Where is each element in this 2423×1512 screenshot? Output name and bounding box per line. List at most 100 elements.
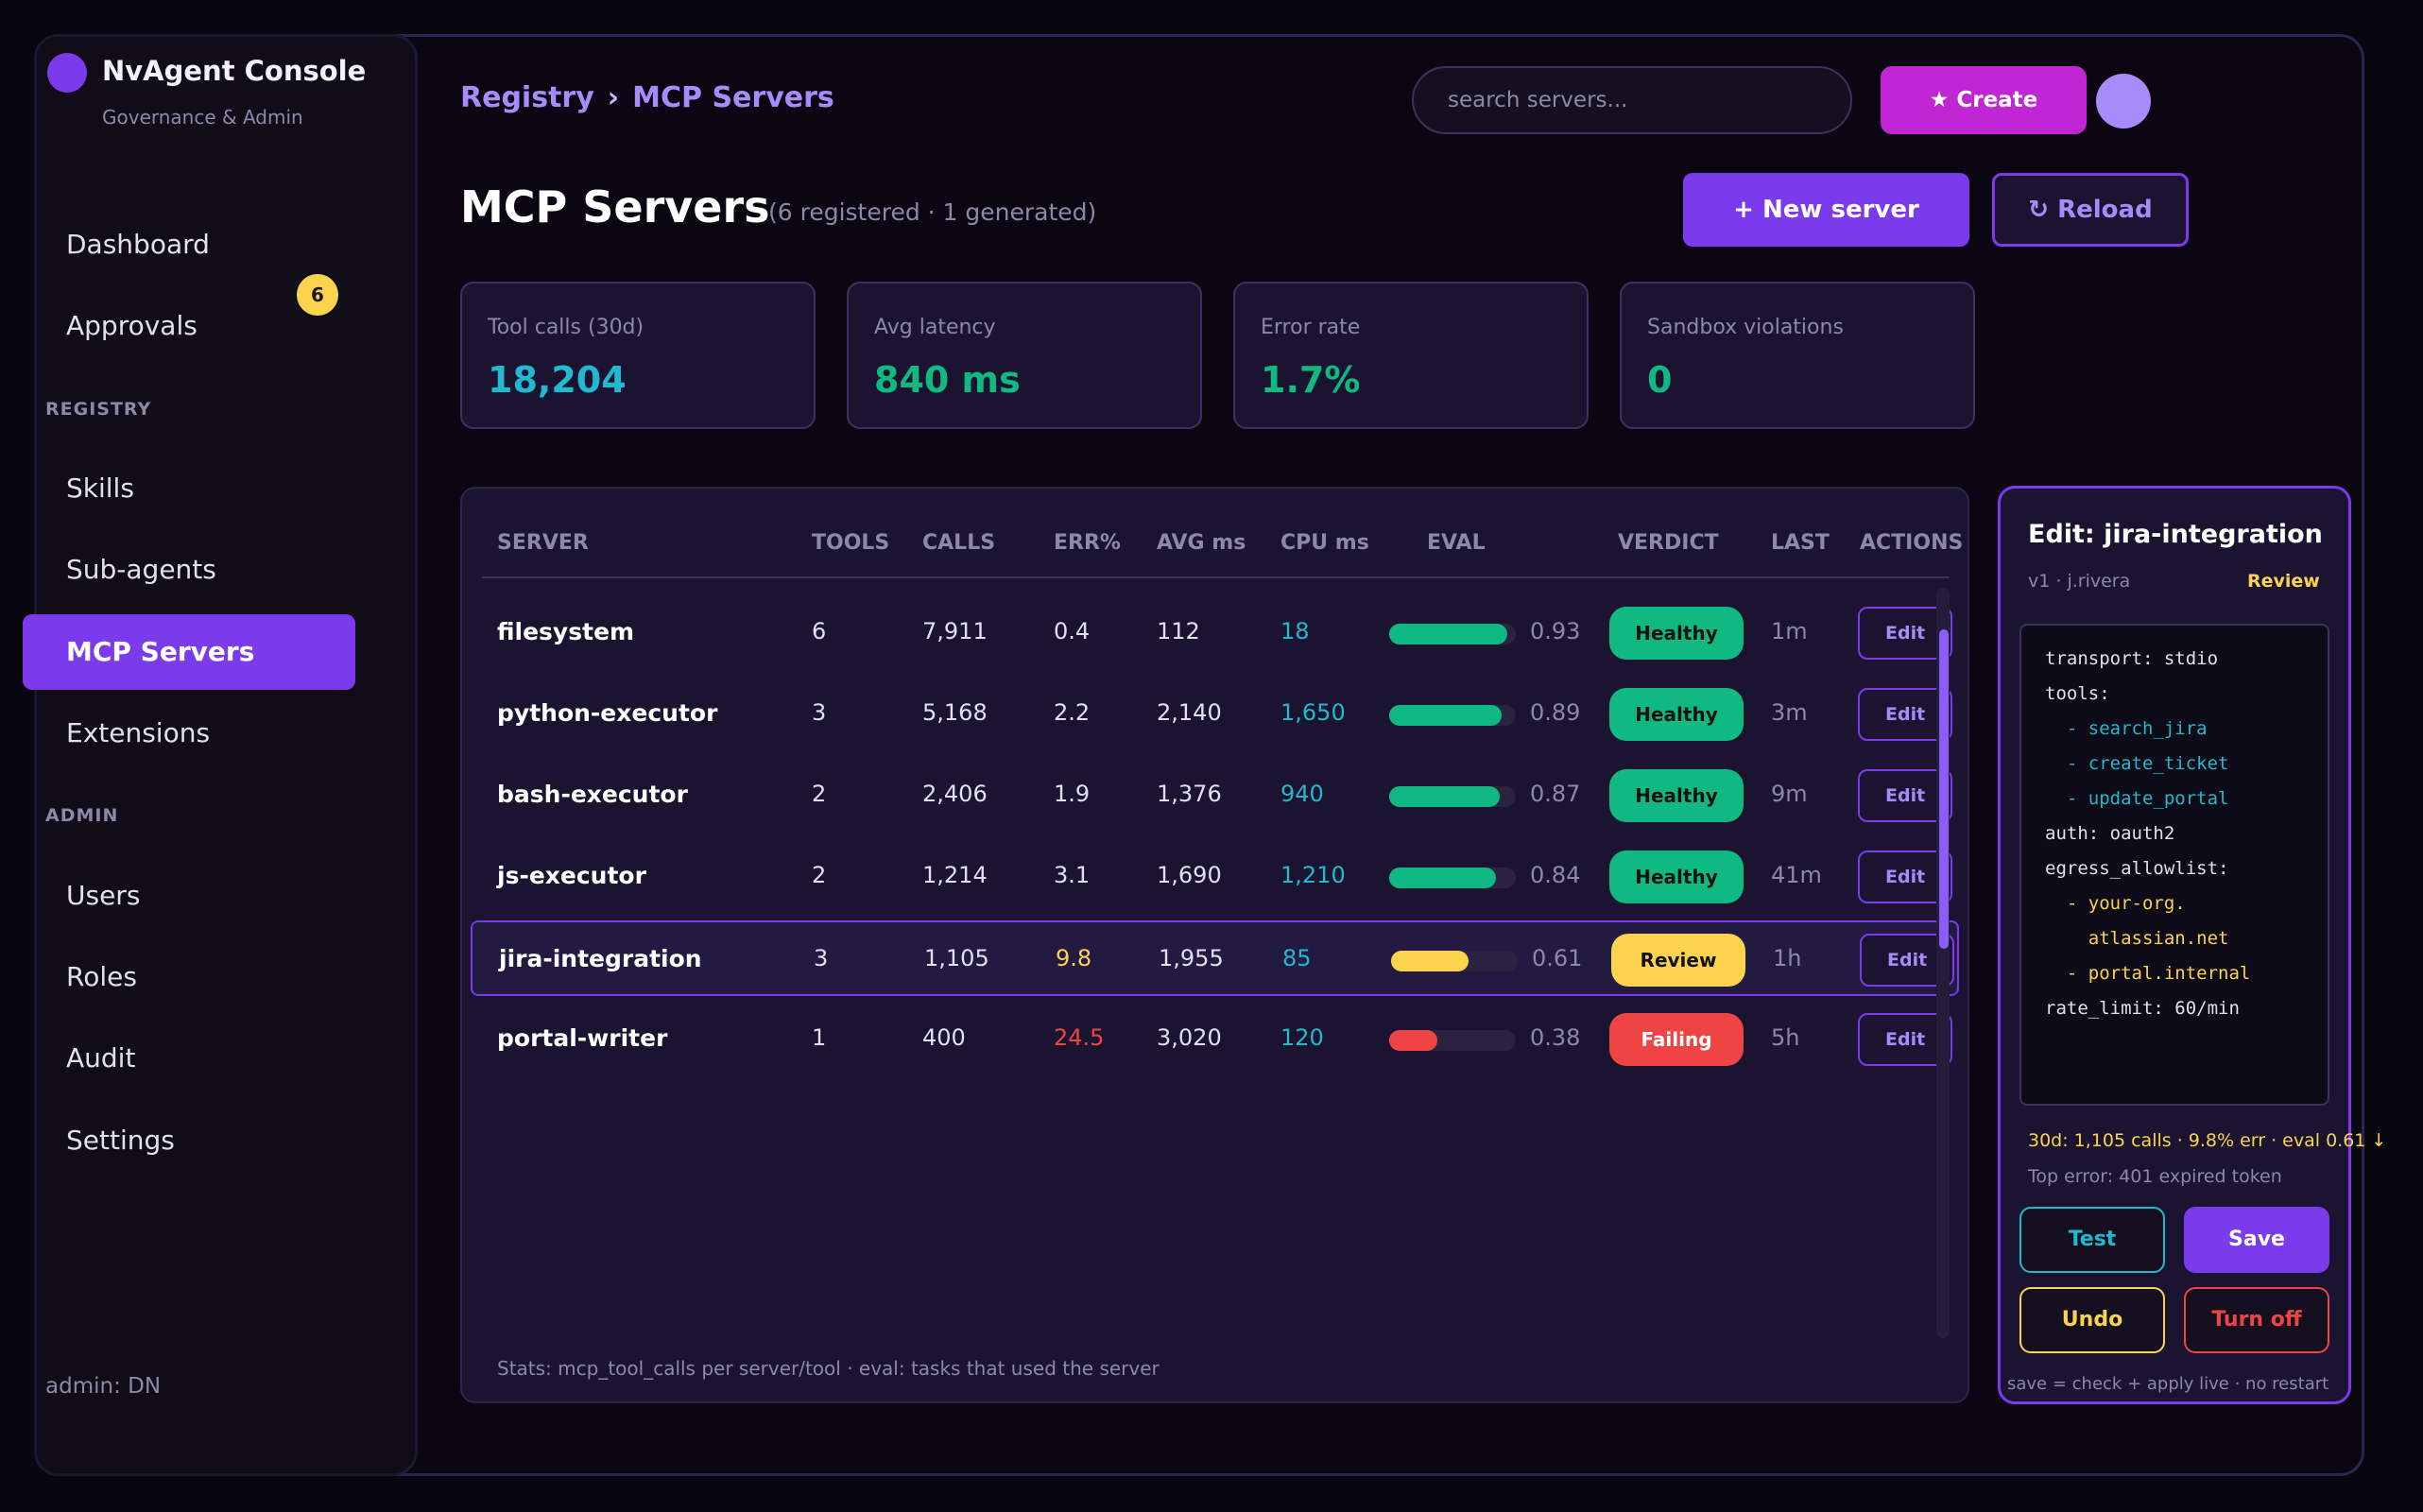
sidebar-item-settings[interactable]: Settings [66, 1125, 175, 1156]
column-header-verdict: VERDICT [1618, 531, 1719, 555]
cpu-ms: 120 [1280, 1024, 1324, 1051]
cpu-ms: 85 [1282, 945, 1312, 971]
avg-latency: 112 [1157, 618, 1200, 644]
sidebar-item-extensions[interactable]: Extensions [66, 717, 211, 748]
tools-count: 3 [814, 945, 829, 971]
last-seen: 3m [1771, 699, 1808, 726]
last-seen: 5h [1771, 1024, 1800, 1051]
column-header-actions: ACTIONS [1860, 531, 1964, 555]
brand-logo [47, 53, 87, 93]
save-button[interactable]: Save [2184, 1207, 2329, 1273]
table-row[interactable]: js-executor 2 1,214 3.1 1,690 1,210 0.84 Health… [471, 839, 1959, 915]
table-row[interactable]: portal-writer 1 400 24.5 3,020 120 0.38 Failing… [471, 1002, 1959, 1077]
status-badge: Healthy [1609, 769, 1744, 822]
eval-bar [1389, 705, 1516, 726]
eval-score: 0.84 [1530, 862, 1581, 888]
brand-title: NvAgent Console [102, 55, 367, 87]
server-name: python-executor [497, 699, 718, 727]
last-seen: 1m [1771, 618, 1808, 644]
eval-score: 0.87 [1530, 781, 1581, 807]
last-seen: 9m [1771, 781, 1808, 807]
table-scroll-thumb[interactable] [1939, 629, 1949, 949]
table-row[interactable]: filesystem 6 7,911 0.4 112 18 0.93 Healthy 1m Edi… [471, 595, 1959, 671]
column-header-server: SERVER [497, 531, 589, 555]
last-seen: 1h [1773, 945, 1802, 971]
table-row[interactable]: jira-integration 3 1,105 9.8 1,955 85 0.61 Revi… [471, 920, 1959, 996]
sidebar-item-audit[interactable]: Audit [66, 1042, 136, 1074]
page-subtitle: (6 registered · 1 generated) [768, 198, 1097, 226]
server-name: portal-writer [497, 1024, 668, 1052]
eval-score: 0.61 [1532, 945, 1583, 971]
new-server-button[interactable]: + New server [1683, 173, 1969, 247]
stat-label: Error rate [1261, 316, 1361, 339]
avg-latency: 3,020 [1157, 1024, 1222, 1051]
eval-score: 0.38 [1530, 1024, 1581, 1051]
config-line: atlassian.net [2045, 928, 2229, 949]
column-header-last: LAST [1771, 531, 1830, 555]
cpu-ms: 1,650 [1280, 699, 1346, 726]
sidebar-item-label: Approvals [66, 310, 198, 341]
undo-button[interactable]: Undo [2019, 1287, 2165, 1353]
config-line: - search_jira [2045, 718, 2208, 739]
table-row[interactable]: bash-executor 2 2,406 1.9 1,376 940 0.87 Health… [471, 758, 1959, 833]
eval-bar [1389, 624, 1516, 644]
eval-bar-fill [1389, 705, 1502, 726]
config-line: - your-org. [2045, 893, 2186, 914]
breadcrumb: Registry › MCP Servers [460, 81, 834, 114]
stat-card-avg-latency: Avg latency 840 ms [847, 282, 1202, 429]
error-rate: 24.5 [1054, 1024, 1105, 1051]
table-footer-note: Stats: mcp_tool_calls per server/tool · … [497, 1357, 1160, 1380]
breadcrumb-separator: › [607, 81, 620, 114]
section-registry: REGISTRY [45, 399, 152, 420]
eval-bar [1389, 786, 1516, 807]
avg-latency: 1,955 [1159, 945, 1224, 971]
stat-value: 0 [1647, 359, 1673, 401]
stat-card-tool-calls: Tool calls (30d) 18,204 [460, 282, 816, 429]
cpu-ms: 1,210 [1280, 862, 1346, 888]
stat-label: Avg latency [874, 316, 996, 339]
server-name: bash-executor [497, 781, 688, 808]
eval-bar-fill [1391, 951, 1469, 971]
sidebar-item-users[interactable]: Users [66, 880, 141, 911]
create-button[interactable]: ★ Create [1881, 66, 2087, 134]
sidebar-item-skills[interactable]: Skills [66, 472, 134, 504]
brand-subtitle: Governance & Admin [102, 106, 303, 129]
status-badge: Healthy [1609, 607, 1744, 660]
last-seen: 41m [1771, 862, 1822, 888]
search-input[interactable] [1448, 68, 1826, 132]
tools-count: 2 [812, 781, 827, 807]
table-row[interactable]: python-executor 3 5,168 2.2 2,140 1,650 0.89 He… [471, 677, 1959, 752]
sidebar-item-roles[interactable]: Roles [66, 961, 137, 992]
calls-count: 2,406 [922, 781, 988, 807]
sidebar-item-sub-agents[interactable]: Sub-agents [66, 554, 216, 585]
eval-bar-fill [1389, 1030, 1437, 1051]
calls-count: 7,911 [922, 618, 988, 644]
test-button[interactable]: Test [2019, 1207, 2165, 1273]
edit-panel-top-error: Top error: 401 expired token [2028, 1166, 2282, 1187]
config-line: auth: oauth2 [2045, 823, 2175, 844]
section-admin: ADMIN [45, 805, 119, 826]
error-rate: 2.2 [1054, 699, 1091, 726]
config-line: - update_portal [2045, 788, 2229, 809]
calls-count: 1,105 [924, 945, 989, 971]
tools-count: 3 [812, 699, 827, 726]
config-line: egress_allowlist: [2045, 858, 2229, 879]
calls-count: 5,168 [922, 699, 988, 726]
sidebar-item-mcp-servers[interactable]: MCP Servers [23, 614, 355, 690]
avatar[interactable] [2096, 74, 2151, 129]
breadcrumb-registry[interactable]: Registry [460, 81, 594, 114]
cpu-ms: 940 [1280, 781, 1324, 807]
calls-count: 1,214 [922, 862, 988, 888]
reload-button[interactable]: ↻ Reload [1992, 173, 2189, 247]
column-header-tools: TOOLS [812, 531, 890, 555]
header-divider [482, 576, 1950, 578]
config-line: - create_ticket [2045, 753, 2229, 774]
turn-off-button[interactable]: Turn off [2184, 1287, 2329, 1353]
eval-bar-fill [1389, 786, 1500, 807]
sidebar-item-dashboard[interactable]: Dashboard [66, 229, 210, 260]
config-editor[interactable] [2019, 624, 2329, 1106]
sidebar-item-approvals[interactable]: Approvals [23, 288, 355, 364]
edit-panel-title: Edit: jira-integration [2028, 520, 2323, 549]
cpu-ms: 18 [1280, 618, 1310, 644]
page-title: MCP Servers [460, 181, 770, 232]
